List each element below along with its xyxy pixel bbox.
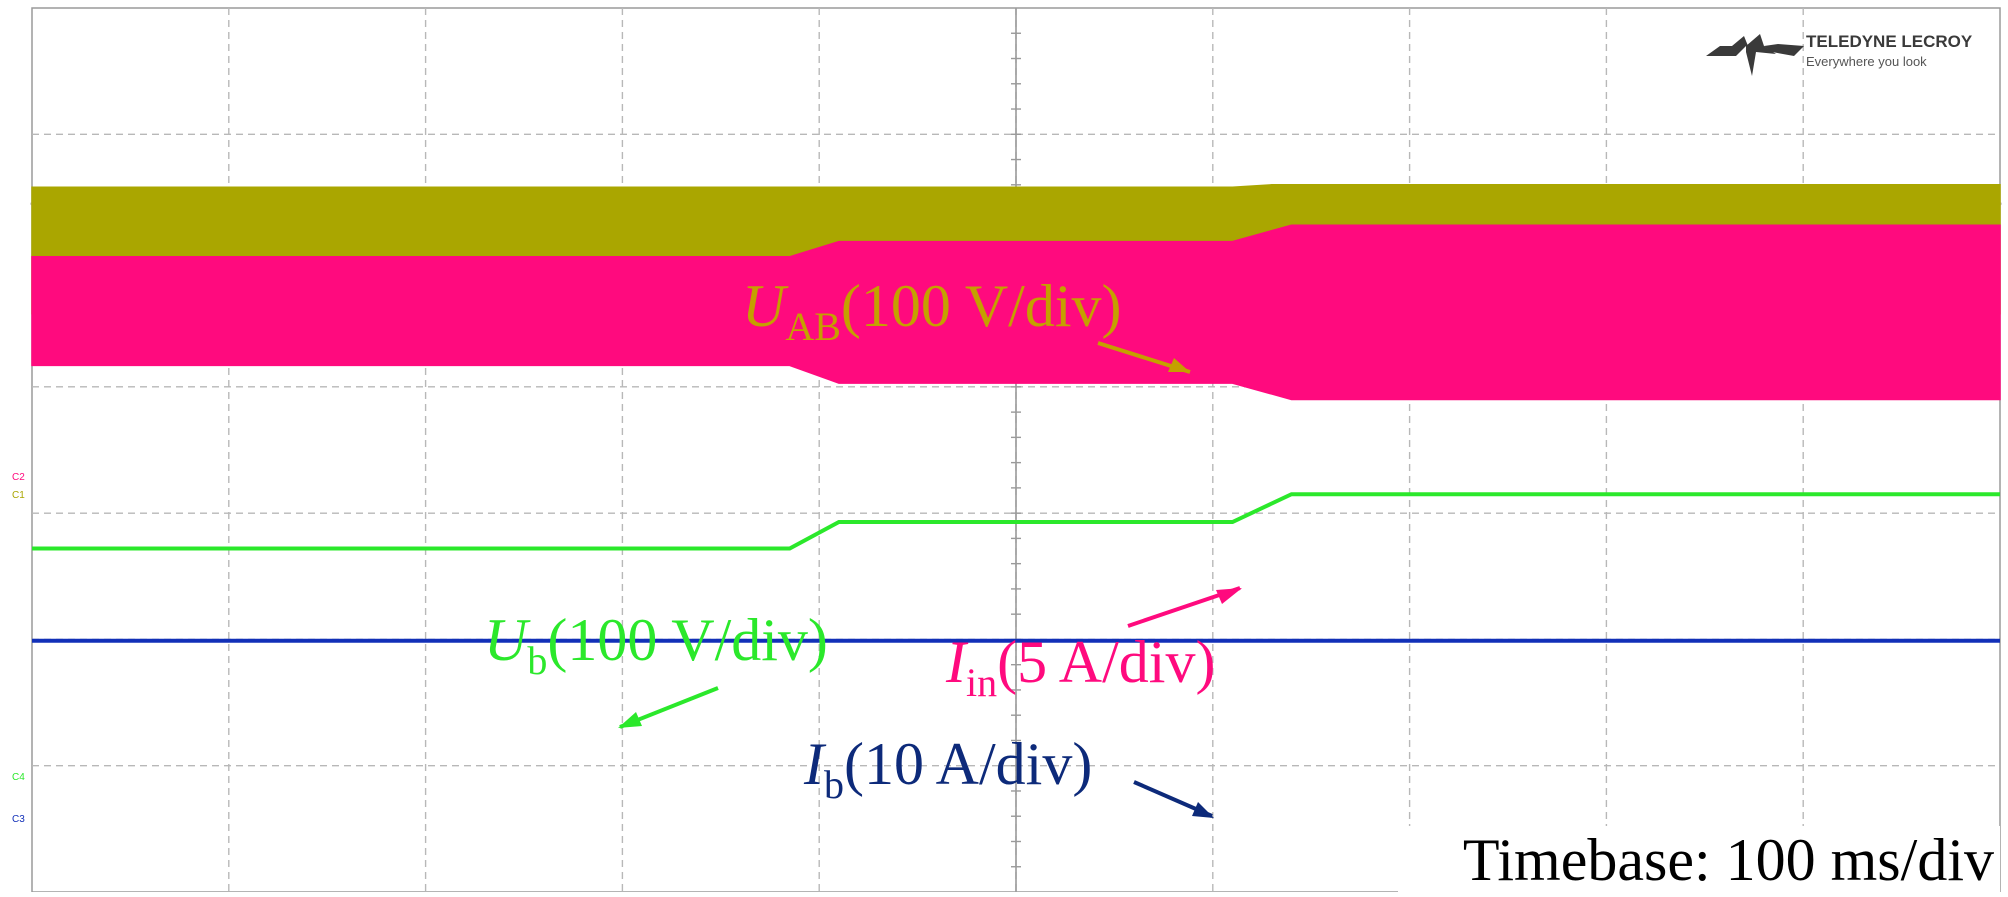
trace-u-b-line [32, 492, 2000, 551]
arrow-iin-head [1216, 588, 1242, 604]
channel-tag-c1: C1 [12, 490, 25, 501]
channel-tag-c4: C4 [12, 772, 25, 783]
label-iin: Iin(5 A/div) [945, 629, 1215, 705]
timebase-label: Timebase: 100 ms/div [1463, 827, 1994, 892]
label-iin-var: I [945, 629, 969, 695]
trace-i-in-envelope [31, 224, 2001, 401]
label-ub-sub: b [527, 638, 547, 683]
label-ib: Ib(10 A/div) [803, 731, 1092, 807]
arrow-ub-head [618, 712, 642, 728]
channel-tags: C2 C1 C4 C3 [12, 472, 25, 825]
arrow-ib-head [1192, 802, 1214, 818]
teledyne-lecroy-logo: TELEDYNE LECROY Everywhere you look [1706, 32, 1973, 76]
label-uab-scale: (100 V/div) [841, 273, 1122, 339]
label-uab-sub: AB [785, 304, 841, 349]
traces [31, 184, 2001, 643]
logo-brand: TELEDYNE LECROY [1806, 32, 1973, 51]
channel-tag-c3: C3 [12, 814, 25, 825]
logo-tagline: Everywhere you look [1806, 54, 1927, 69]
label-iin-scale: (5 A/div) [997, 629, 1215, 695]
arrow-uab-head [1168, 358, 1190, 372]
label-ib-sub: b [824, 762, 844, 807]
label-uab: UAB(100 V/div) [742, 273, 1121, 349]
channel-tag-c2: C2 [12, 472, 25, 483]
label-ib-var: I [803, 731, 827, 797]
label-ub: Ub(100 V/div) [484, 607, 828, 683]
timebase-bg [1398, 826, 2000, 892]
label-iin-sub: in [966, 660, 997, 705]
label-ub-scale: (100 V/div) [547, 607, 828, 673]
label-uab-var: U [742, 273, 789, 339]
label-ib-scale: (10 A/div) [844, 731, 1092, 797]
label-ub-var: U [484, 607, 531, 673]
